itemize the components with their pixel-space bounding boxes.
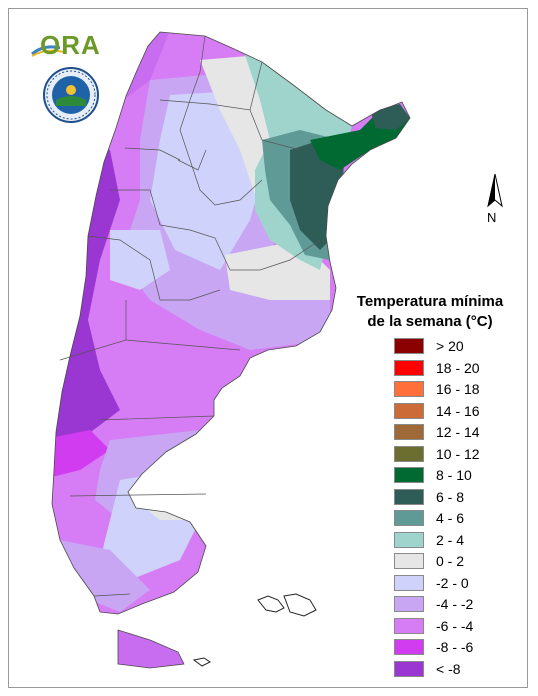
legend-label: 12 - 14 bbox=[436, 424, 480, 440]
small-island bbox=[192, 657, 211, 667]
legend-swatch bbox=[394, 596, 424, 612]
zone-neg8-neg6 bbox=[52, 430, 110, 480]
legend-swatch bbox=[394, 359, 424, 376]
legend-swatch bbox=[394, 660, 424, 677]
legend-item: 6 - 8 bbox=[394, 487, 520, 509]
ora-logo-text: ORA bbox=[40, 30, 101, 60]
tierra-del-fuego bbox=[117, 629, 185, 669]
legend-label: -4 - -2 bbox=[436, 596, 474, 612]
legend-label: 4 - 6 bbox=[436, 510, 465, 526]
north-arrow-icon bbox=[487, 173, 503, 208]
legend-items: > 20 18 - 20 16 - 18 14 - 16 12 - 14 10 … bbox=[394, 336, 520, 680]
legend-swatch bbox=[394, 402, 424, 419]
legend-label: -8 - -6 bbox=[436, 639, 474, 655]
legend-item: 10 - 12 bbox=[394, 444, 520, 466]
legend-item: 8 - 10 bbox=[394, 465, 520, 487]
legend-label: 0 - 2 bbox=[436, 553, 465, 569]
legend-label: > 20 bbox=[436, 338, 464, 354]
legend-swatch bbox=[394, 574, 424, 591]
legend-item: 14 - 16 bbox=[394, 401, 520, 423]
legend-item: 4 - 6 bbox=[394, 508, 520, 530]
legend-swatch bbox=[394, 639, 424, 655]
legend-swatch bbox=[394, 553, 424, 569]
legend-swatch bbox=[394, 338, 424, 354]
legend-title-line1: Temperatura mínima bbox=[356, 293, 504, 310]
legend-item: -4 - -2 bbox=[394, 594, 520, 616]
zone-neg2-0-west bbox=[110, 230, 170, 290]
north-label: N bbox=[487, 210, 497, 225]
legend-item: < -8 bbox=[394, 659, 520, 681]
legend-item: 18 - 20 bbox=[394, 358, 520, 380]
legend-label: 2 - 4 bbox=[436, 531, 465, 548]
legend-item: 2 - 4 bbox=[394, 530, 520, 552]
legend-item: 0 - 2 bbox=[394, 551, 520, 573]
malvinas-islands bbox=[257, 593, 317, 617]
legend-item: 12 - 14 bbox=[394, 422, 520, 444]
legend-swatch bbox=[394, 467, 424, 483]
legend-label: 18 - 20 bbox=[436, 359, 480, 376]
institution-seal-icon bbox=[43, 67, 99, 123]
legend-swatch bbox=[394, 445, 424, 462]
legend-swatch bbox=[394, 531, 424, 548]
mainland-outline bbox=[51, 31, 411, 615]
legend-label: 8 - 10 bbox=[436, 467, 472, 483]
legend-label: 16 - 18 bbox=[436, 381, 480, 397]
legend-label: 14 - 16 bbox=[436, 402, 480, 419]
legend: Temperatura mínima de la semana (°C) > 2… bbox=[340, 292, 520, 680]
legend-item: > 20 bbox=[394, 336, 520, 358]
ora-logo: ORA bbox=[30, 28, 105, 62]
legend-label: 6 - 8 bbox=[436, 488, 465, 505]
legend-swatch bbox=[394, 510, 424, 526]
legend-item: -2 - 0 bbox=[394, 573, 520, 595]
legend-swatch bbox=[394, 488, 424, 505]
legend-label: -2 - 0 bbox=[436, 574, 469, 591]
legend-swatch bbox=[394, 617, 424, 634]
legend-label: 10 - 12 bbox=[436, 445, 480, 462]
province-borders bbox=[59, 35, 321, 597]
legend-swatch bbox=[394, 381, 424, 397]
legend-item: -8 - -6 bbox=[394, 637, 520, 659]
legend-item: -6 - -4 bbox=[394, 616, 520, 638]
legend-swatch bbox=[394, 424, 424, 440]
legend-item: 16 - 18 bbox=[394, 379, 520, 401]
zone-6-8-tip bbox=[370, 104, 410, 130]
swoosh-icon bbox=[31, 45, 65, 57]
legend-label: -6 - -4 bbox=[436, 617, 474, 634]
legend-title-line2: de la semana (°C) bbox=[367, 313, 493, 330]
legend-label: < -8 bbox=[436, 660, 461, 677]
